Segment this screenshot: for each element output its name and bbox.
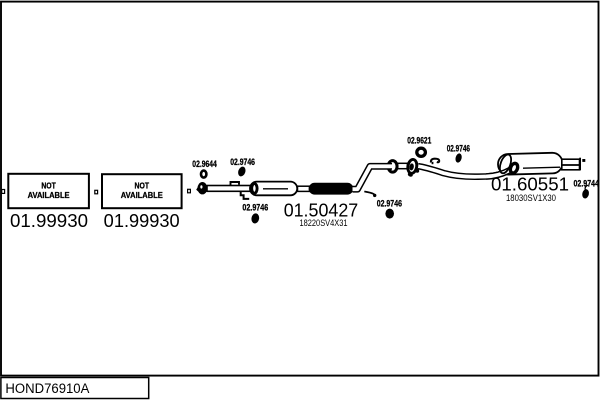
svg-text:02.9644: 02.9644 <box>192 159 217 170</box>
svg-text:02.9746: 02.9746 <box>377 198 402 209</box>
svg-text:01.50427: 01.50427 <box>284 201 359 221</box>
svg-text:18220SV4X31: 18220SV4X31 <box>300 218 348 228</box>
svg-text:02.9746: 02.9746 <box>242 203 268 214</box>
svg-text:AVAILABLE: AVAILABLE <box>121 190 163 200</box>
svg-text:NOT: NOT <box>41 180 56 190</box>
svg-text:18030SV1X30: 18030SV1X30 <box>506 193 556 203</box>
svg-text:02.9746: 02.9746 <box>230 157 255 168</box>
svg-text:02.9621: 02.9621 <box>407 136 431 147</box>
svg-text:02.9744: 02.9744 <box>574 179 600 190</box>
svg-text:01.99930: 01.99930 <box>10 211 88 231</box>
svg-text:01.60551: 01.60551 <box>491 175 569 195</box>
svg-text:NOT: NOT <box>135 180 150 190</box>
svg-text:AVAILABLE: AVAILABLE <box>28 190 70 200</box>
svg-text:01.99930: 01.99930 <box>104 211 180 231</box>
svg-text:HOND76910A: HOND76910A <box>5 381 89 397</box>
svg-text:02.9746: 02.9746 <box>447 144 470 155</box>
